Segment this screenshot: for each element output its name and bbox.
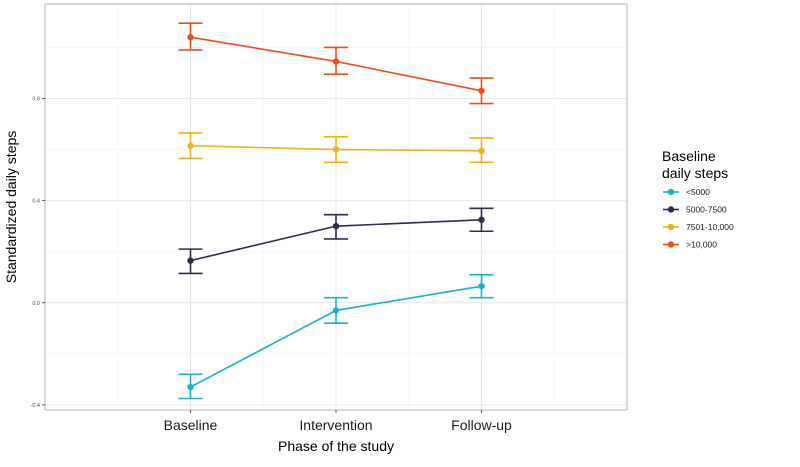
y-tick-label: 0.8	[32, 96, 40, 102]
y-tick-label: -0.4	[31, 403, 40, 409]
series-4	[178, 22, 494, 105]
data-point	[478, 216, 485, 223]
legend-item: <5000	[663, 187, 710, 197]
data-point	[478, 282, 485, 290]
legend-item: 7501-10,000	[663, 222, 734, 232]
data-point	[332, 146, 340, 153]
legend-key-point	[667, 206, 675, 213]
data-point	[187, 383, 194, 391]
y-tick-label: 0.0	[32, 301, 40, 307]
series-2	[178, 207, 494, 275]
y-tick-label: 0.4	[32, 199, 40, 205]
legend-item: 5000-7500	[663, 205, 727, 215]
data-point	[187, 257, 194, 264]
legend-title-line-1: Baseline	[662, 148, 716, 164]
legend-item: >10,000	[663, 240, 717, 250]
legend-key-point	[667, 241, 675, 248]
series-layer	[178, 22, 494, 400]
legend-key-point	[667, 188, 675, 196]
data-point	[478, 147, 485, 155]
grid-layer	[45, 4, 627, 410]
data-point	[187, 33, 194, 41]
data-point	[478, 87, 485, 95]
x-tick-label: Intervention	[299, 417, 372, 433]
x-axis-title: Phase of the study	[278, 438, 394, 454]
series-3	[178, 132, 494, 164]
legend-label: 7501-10,000	[686, 222, 734, 232]
data-point	[332, 58, 340, 65]
legend-label: <5000	[686, 187, 710, 197]
series-1	[178, 273, 494, 400]
legend-label: >10,000	[686, 240, 717, 250]
x-tick-label: Follow-up	[451, 417, 512, 433]
legend: Baseline daily steps <5000 5000-7500 7501-…	[662, 148, 734, 250]
legend-title-line-2: daily steps	[662, 165, 728, 181]
y-axis: -0.4 0.0 0.4 0.8	[31, 96, 45, 409]
x-axis: Baseline Intervention Follow-up	[164, 410, 512, 433]
data-point	[187, 142, 194, 149]
legend-items: <5000 5000-7500 7501-10,000 >10,000	[663, 187, 734, 250]
legend-key-point	[667, 223, 675, 231]
y-axis-title: Standardized daily steps	[3, 131, 19, 284]
legend-label: 5000-7500	[686, 205, 727, 215]
data-point	[332, 222, 340, 230]
data-point	[332, 307, 340, 314]
x-tick-label: Baseline	[164, 417, 218, 433]
